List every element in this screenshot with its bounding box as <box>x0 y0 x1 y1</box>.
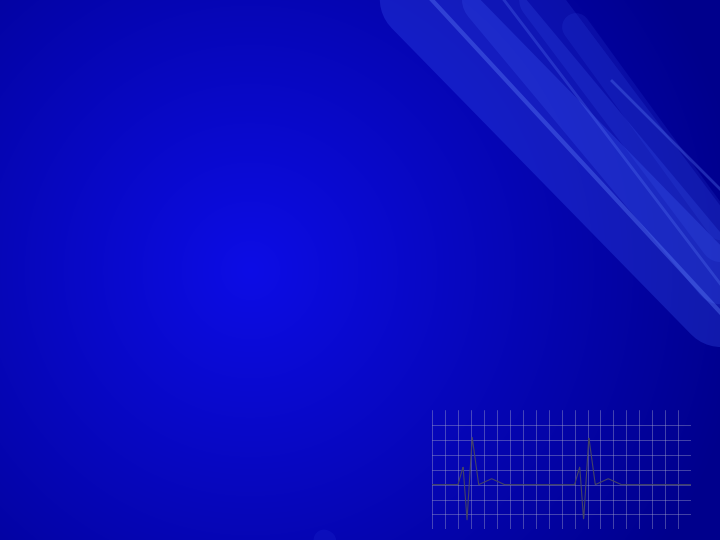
Text: Sinus tachycardia: Sinus tachycardia <box>303 390 538 417</box>
FancyBboxPatch shape <box>109 204 121 217</box>
Text: P wave rate 60-100 bpm: P wave rate 60-100 bpm <box>132 262 457 288</box>
Text: Rate > 90 =: Rate > 90 = <box>132 390 303 417</box>
Text: Heart rate: Heart rate <box>276 94 462 128</box>
Text: Rate < 60 =: Rate < 60 = <box>132 326 303 352</box>
FancyBboxPatch shape <box>109 397 121 410</box>
Text: Sinus bradycardia: Sinus bradycardia <box>303 326 541 352</box>
FancyBboxPatch shape <box>109 333 121 346</box>
FancyBboxPatch shape <box>109 268 121 281</box>
Text: State atrial and ventricular rate.: State atrial and ventricular rate. <box>132 197 558 224</box>
